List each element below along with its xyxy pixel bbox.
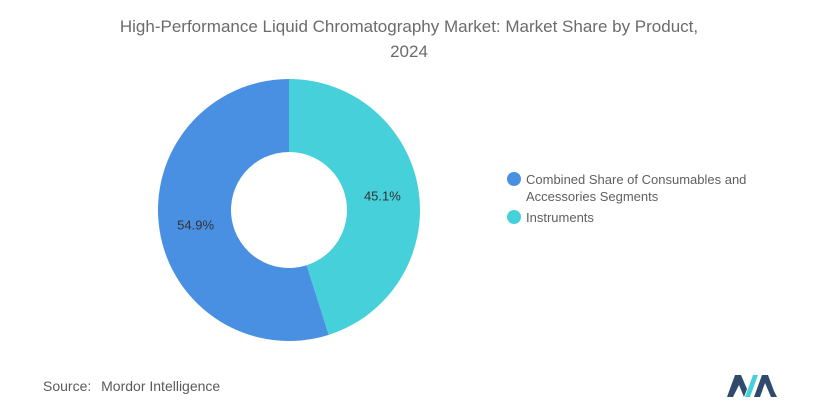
slice-label-instruments: 45.1% (364, 189, 401, 204)
source-label: Source: (43, 378, 92, 394)
legend-item-instruments: Instruments (507, 209, 787, 226)
mordor-intelligence-logo-icon (727, 375, 777, 397)
legend-swatch-instruments (507, 210, 521, 224)
chart-title-line-1: High-Performance Liquid Chromatography M… (119, 17, 699, 36)
slice-consumables (158, 79, 329, 341)
source-note: Source: Mordor Intelligence (43, 378, 220, 394)
slice-label-consumables: 54.9% (177, 217, 214, 232)
chart-title-line-2: 2024 (390, 42, 428, 61)
chart-title: High-Performance Liquid Chromatography M… (0, 14, 818, 64)
legend-label-consumables: Combined Share of Consumables and Access… (526, 172, 747, 204)
slice-instruments (289, 79, 420, 335)
chart-legend: Combined Share of Consumables and Access… (507, 171, 787, 230)
legend-label-instruments: Instruments (526, 210, 594, 225)
logo-middle-shape (745, 375, 758, 397)
source-text: Mordor Intelligence (101, 378, 221, 394)
logo-left-shape (727, 375, 747, 397)
legend-swatch-consumables (507, 172, 521, 186)
logo-right-shape (754, 375, 777, 397)
legend-item-consumables: Combined Share of Consumables and Access… (507, 171, 787, 205)
